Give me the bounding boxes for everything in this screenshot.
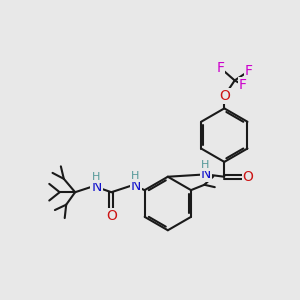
Text: O: O [106, 209, 117, 223]
Text: O: O [243, 170, 254, 184]
Text: N: N [91, 180, 102, 194]
Text: N: N [201, 167, 211, 182]
Text: F: F [245, 64, 253, 78]
Text: N: N [130, 179, 141, 193]
Text: F: F [239, 78, 247, 92]
Text: H: H [92, 172, 100, 182]
Text: H: H [201, 160, 209, 170]
Text: H: H [131, 171, 139, 181]
Text: O: O [219, 89, 230, 103]
Text: F: F [216, 61, 224, 75]
